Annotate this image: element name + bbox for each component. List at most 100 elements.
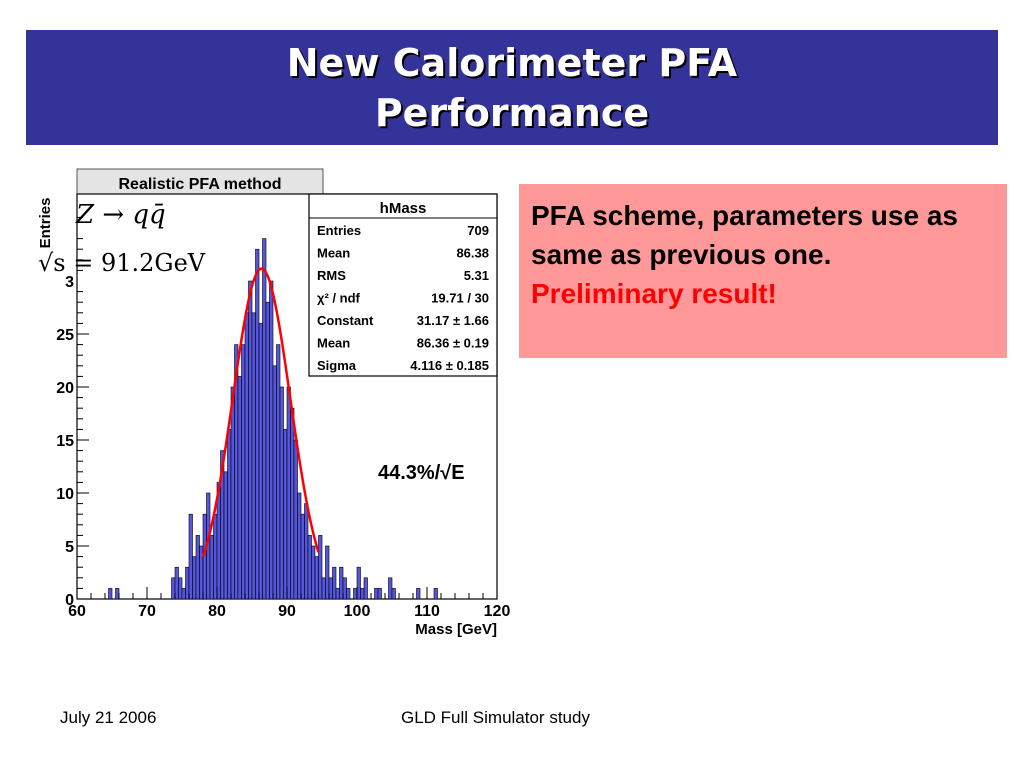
stats-row-value: 4.116 ± 0.185 (410, 358, 489, 373)
histogram-bar (388, 577, 393, 600)
info-description: PFA scheme, parameters use as same as pr… (531, 200, 958, 270)
mass-histogram-chart: Realistic PFA method 60 70 80 90 100 110 120 0 5… (37, 168, 511, 638)
stats-row-value: 86.36 ± 0.19 (417, 336, 489, 351)
footer-study-title: GLD Full Simulator study (401, 708, 590, 727)
stats-box-title: hMass (380, 200, 427, 217)
histogram-bar (290, 407, 295, 600)
y-tick-label: 5 (65, 539, 74, 556)
stats-box: hMass Entries 709 Mean 86.38 RMS 5.31 χ² / ndf… (308, 193, 498, 377)
histogram-bar (304, 503, 309, 600)
histogram-bar (262, 238, 267, 600)
histogram-bar (192, 556, 197, 600)
histogram-bar (178, 577, 183, 600)
resolution-annotation: 44.3%/√E (378, 462, 465, 484)
histogram-bar (300, 513, 305, 600)
y-tick-label-partial: 3 (65, 274, 74, 291)
stats-row-value: 31.17 ± 1.66 (417, 313, 489, 328)
histogram-bar (185, 566, 190, 600)
histogram-bar (328, 577, 333, 600)
histogram-bar (272, 365, 277, 600)
stats-row-value: 5.31 (464, 268, 489, 283)
histogram-bar (171, 577, 176, 600)
histogram-bar (356, 566, 361, 600)
x-tick-label: 110 (414, 603, 440, 620)
stats-row-label: Mean (317, 336, 350, 351)
histogram-bar (391, 588, 396, 600)
histogram-bar (342, 577, 347, 600)
energy-annotation: √s = 91.2GeV (38, 249, 206, 277)
histogram-bar (276, 344, 281, 600)
axes: 60 70 80 90 100 110 120 0 5 10 15 20 25 3 (56, 216, 511, 620)
histogram-bar (307, 535, 312, 600)
histogram-bar (353, 588, 358, 600)
histogram-bar (255, 248, 260, 600)
stats-row-value: 709 (467, 223, 489, 238)
histogram-bar (244, 312, 249, 600)
histogram-bar (286, 386, 291, 600)
y-tick-label: 20 (56, 380, 74, 397)
stats-row-value: 86.38 (456, 246, 489, 261)
stats-rows: Entries 709 Mean 86.38 RMS 5.31 χ² / ndf 19.71 … (317, 223, 489, 373)
slide-title-line-2: Performance (374, 90, 650, 135)
histogram-bar (360, 588, 365, 600)
y-tick-label: 25 (56, 327, 74, 344)
histogram-bar (346, 588, 351, 600)
stats-row-label: Mean (317, 246, 350, 261)
x-tick-label: 70 (138, 603, 156, 620)
x-tick-label: 120 (484, 603, 511, 620)
stats-row-value: 19.71 / 30 (431, 291, 489, 306)
histogram-bars (108, 238, 438, 600)
histogram-bar (174, 566, 179, 600)
y-tick-label: 10 (56, 486, 74, 503)
histogram-bar (227, 429, 232, 600)
histogram-bar (188, 513, 193, 600)
histogram-bar (335, 588, 340, 600)
chart-title: Realistic PFA method (119, 176, 282, 193)
histogram-bar (115, 588, 120, 600)
x-axis-label: Mass [GeV] (415, 621, 497, 638)
histogram-bar (311, 545, 316, 600)
histogram-bar (258, 323, 263, 600)
histogram-bar (199, 545, 204, 600)
histogram-bar (318, 535, 323, 600)
footer-date: July 21 2006 (60, 708, 157, 727)
histogram-bar (433, 588, 438, 600)
histogram-bar (374, 588, 379, 600)
y-tick-label: 15 (56, 433, 74, 450)
histogram-bar (339, 566, 344, 600)
histogram-bar (195, 535, 200, 600)
process-annotation: Z → qq̄ (75, 200, 166, 230)
y-tick-label: 0 (65, 592, 74, 609)
x-tick-label: 60 (68, 603, 86, 620)
slide-title-line-1: New Calorimeter PFA (286, 40, 738, 85)
histogram-bar (265, 301, 270, 600)
histogram-bar (269, 280, 274, 600)
histogram-bar (181, 588, 186, 600)
histogram-bar (314, 556, 319, 600)
histogram-bar (209, 535, 214, 600)
histogram-bar (377, 588, 382, 600)
histogram-bar (223, 471, 228, 600)
histogram-bar (283, 429, 288, 600)
chart-title-box (76, 168, 324, 195)
histogram-bar (297, 492, 302, 600)
preliminary-notice: Preliminary result! (531, 278, 777, 309)
gaussian-fit-curve (201, 267, 320, 558)
histogram-bar (321, 577, 326, 600)
histogram-bar (108, 588, 113, 600)
x-tick-label: 80 (208, 603, 226, 620)
histogram-bar (363, 577, 368, 600)
stats-row-label: Sigma (317, 358, 357, 373)
histogram-bar (213, 513, 218, 600)
info-box: PFA scheme, parameters use as same as pr… (519, 184, 1007, 358)
histogram-bar (230, 386, 235, 600)
y-axis-label: Entries (37, 198, 54, 249)
x-tick-label: 90 (278, 603, 296, 620)
histogram-bar (293, 439, 298, 600)
histogram-bar (332, 566, 337, 600)
histogram-bar (251, 312, 256, 600)
histogram-bar (241, 344, 246, 600)
stats-row-label: Constant (317, 313, 374, 328)
stats-row-label: χ² / ndf (317, 291, 361, 306)
histogram-bar (237, 376, 242, 600)
